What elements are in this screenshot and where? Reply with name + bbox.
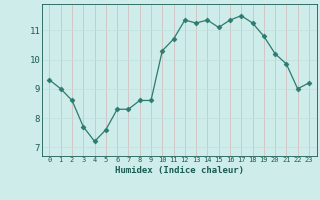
X-axis label: Humidex (Indice chaleur): Humidex (Indice chaleur) (115, 166, 244, 175)
